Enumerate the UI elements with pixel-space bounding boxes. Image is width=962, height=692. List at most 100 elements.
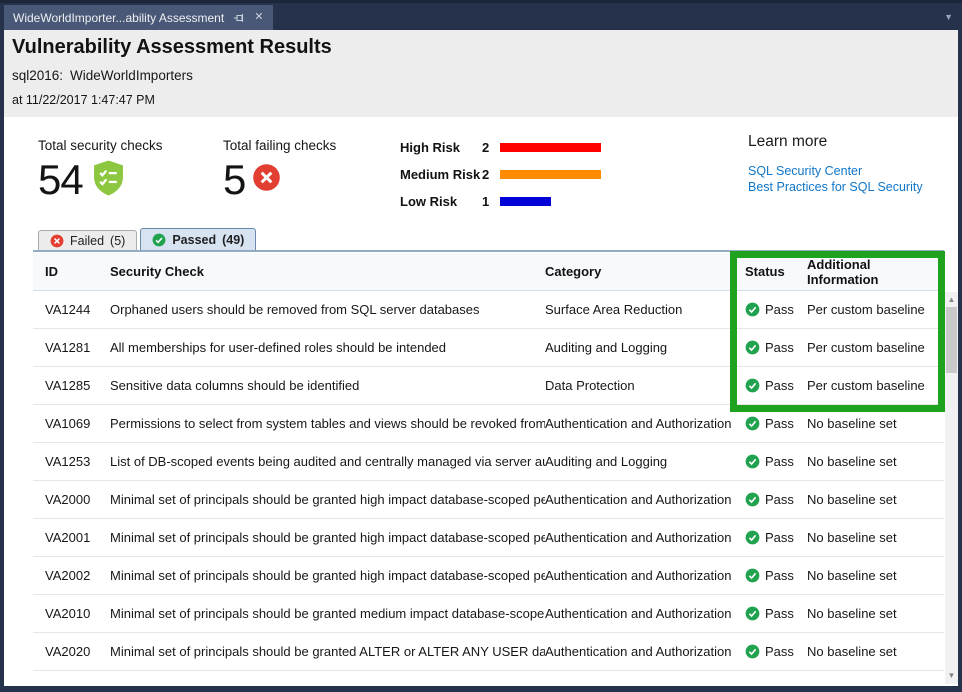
cell-security-check: Orphaned users should be removed from SQ… <box>110 302 480 317</box>
cell-additional-info: No baseline set <box>807 416 897 431</box>
table-row[interactable]: VA1285 Sensitive data columns should be … <box>33 367 944 405</box>
table-row[interactable]: VA2001 Minimal set of principals should … <box>33 519 944 557</box>
risk-medium-bar <box>500 170 601 179</box>
cell-security-check: Minimal set of principals should be gran… <box>110 568 545 583</box>
table-row[interactable]: VA1253 List of DB-scoped events being au… <box>33 443 944 481</box>
cell-security-check: Permissions to select from system tables… <box>110 416 545 431</box>
passed-circle-icon <box>152 233 166 247</box>
risk-high-label: High Risk <box>400 140 460 155</box>
table-row[interactable]: VA2020 Minimal set of principals should … <box>33 633 944 671</box>
status-text: Pass <box>765 530 794 545</box>
vertical-scrollbar[interactable]: ▲ ▼ <box>945 292 958 684</box>
cell-id: VA1285 <box>45 378 91 393</box>
status-text: Pass <box>765 340 794 355</box>
status-text: Pass <box>765 454 794 469</box>
column-header-status[interactable]: Status <box>745 264 785 279</box>
cell-status: Pass <box>745 340 807 355</box>
cell-status: Pass <box>745 378 807 393</box>
cell-id: VA2002 <box>45 568 91 583</box>
result-tabstrip: Failed (5) Passed (49) <box>33 228 944 252</box>
scan-timestamp: at 11/22/2017 1:47:47 PM <box>12 93 155 107</box>
link-sql-security-center[interactable]: SQL Security Center <box>748 164 863 178</box>
pass-icon <box>745 416 760 431</box>
table-header-row: ID Security Check Category Status Additi… <box>33 253 944 291</box>
close-icon[interactable]: ✕ <box>254 11 264 23</box>
tab-failed[interactable]: Failed (5) <box>38 230 138 250</box>
risk-low-bar <box>500 197 551 206</box>
column-header-category[interactable]: Category <box>545 264 602 279</box>
tab-passed-label: Passed <box>172 232 217 247</box>
tab-passed[interactable]: Passed (49) <box>140 228 257 250</box>
tab-failed-count: (5) <box>110 233 126 248</box>
column-header-id[interactable]: ID <box>45 264 58 279</box>
cell-additional-info: No baseline set <box>807 568 897 583</box>
column-header-security-check[interactable]: Security Check <box>110 264 204 279</box>
table-row[interactable]: VA2002 Minimal set of principals should … <box>33 557 944 595</box>
risk-medium-label: Medium Risk <box>400 167 481 182</box>
total-failing-checks: Total failing checks 5 <box>223 138 336 202</box>
status-text: Pass <box>765 416 794 431</box>
link-best-practices[interactable]: Best Practices for SQL Security <box>748 179 923 194</box>
pass-icon <box>745 378 760 393</box>
table-row[interactable]: VA2010 Minimal set of principals should … <box>33 595 944 633</box>
cell-id: VA2010 <box>45 606 91 621</box>
server-database-line: sql2016: WideWorldImporters <box>12 68 193 83</box>
scroll-down-icon[interactable]: ▼ <box>947 671 956 680</box>
pass-icon <box>745 492 760 507</box>
pass-icon <box>745 568 760 583</box>
table-row[interactable]: VA1281 All memberships for user-defined … <box>33 329 944 367</box>
cell-additional-info: Per custom baseline <box>807 378 925 393</box>
cell-id: VA2000 <box>45 492 91 507</box>
table-row[interactable]: VA1244 Orphaned users should be removed … <box>33 291 944 329</box>
cell-category: Data Protection <box>545 378 635 393</box>
pass-icon <box>745 530 760 545</box>
scroll-up-icon[interactable]: ▲ <box>947 295 956 304</box>
pass-icon <box>745 606 760 621</box>
cell-security-check: All memberships for user-defined roles s… <box>110 340 447 355</box>
cell-security-check: List of DB-scoped events being audited a… <box>110 454 545 469</box>
cell-id: VA1253 <box>45 454 91 469</box>
pass-icon <box>745 644 760 659</box>
tab-passed-count: (49) <box>222 232 245 247</box>
cell-status: Pass <box>745 492 807 507</box>
cell-category: Auditing and Logging <box>545 340 668 355</box>
cell-status: Pass <box>745 416 807 431</box>
risk-row-low: Low Risk 1 <box>400 188 601 215</box>
status-text: Pass <box>765 492 794 507</box>
shield-checklist-icon <box>90 159 127 202</box>
total-checks-value: 54 <box>38 156 84 203</box>
cell-id: VA2020 <box>45 644 91 659</box>
cell-status: Pass <box>745 568 807 583</box>
cell-additional-info: No baseline set <box>807 644 897 659</box>
total-security-checks: Total security checks 54 <box>38 138 163 202</box>
risk-row-high: High Risk 2 <box>400 134 601 161</box>
chevron-down-icon[interactable]: ▼ <box>944 12 953 22</box>
error-circle-icon <box>252 163 281 197</box>
cell-security-check: Sensitive data columns should be identif… <box>110 378 360 393</box>
status-text: Pass <box>765 606 794 621</box>
cell-additional-info: Per custom baseline <box>807 340 925 355</box>
column-header-additional-information[interactable]: Additional Information <box>807 256 879 287</box>
learn-more-section: Learn more SQL Security Center Best Prac… <box>748 133 923 195</box>
cell-security-check: Minimal set of principals should be gran… <box>110 492 545 507</box>
document-tab-title: WideWorldImporter...ability Assessment <box>13 10 225 25</box>
cell-category: Auditing and Logging <box>545 454 668 469</box>
table-row[interactable]: VA2000 Minimal set of principals should … <box>33 481 944 519</box>
database-name: WideWorldImporters <box>70 68 193 83</box>
cell-id: VA2001 <box>45 530 91 545</box>
risk-summary: High Risk 2 Medium Risk 2 Low Risk 1 <box>400 134 601 215</box>
failed-circle-icon <box>50 234 64 248</box>
cell-category: Surface Area Reduction <box>545 302 683 317</box>
risk-high-count: 2 <box>482 140 490 155</box>
cell-category: Authentication and Authorization <box>545 416 732 431</box>
cell-additional-info: No baseline set <box>807 606 897 621</box>
scrollbar-thumb[interactable] <box>946 307 957 373</box>
risk-row-medium: Medium Risk 2 <box>400 161 601 188</box>
pin-icon[interactable] <box>233 12 245 24</box>
table-row[interactable]: VA1069 Permissions to select from system… <box>33 405 944 443</box>
document-tab[interactable]: WideWorldImporter...ability Assessment ✕ <box>4 5 274 30</box>
cell-status: Pass <box>745 302 807 317</box>
results-header: Vulnerability Assessment Results sql2016… <box>4 30 958 117</box>
risk-high-bar <box>500 143 601 152</box>
